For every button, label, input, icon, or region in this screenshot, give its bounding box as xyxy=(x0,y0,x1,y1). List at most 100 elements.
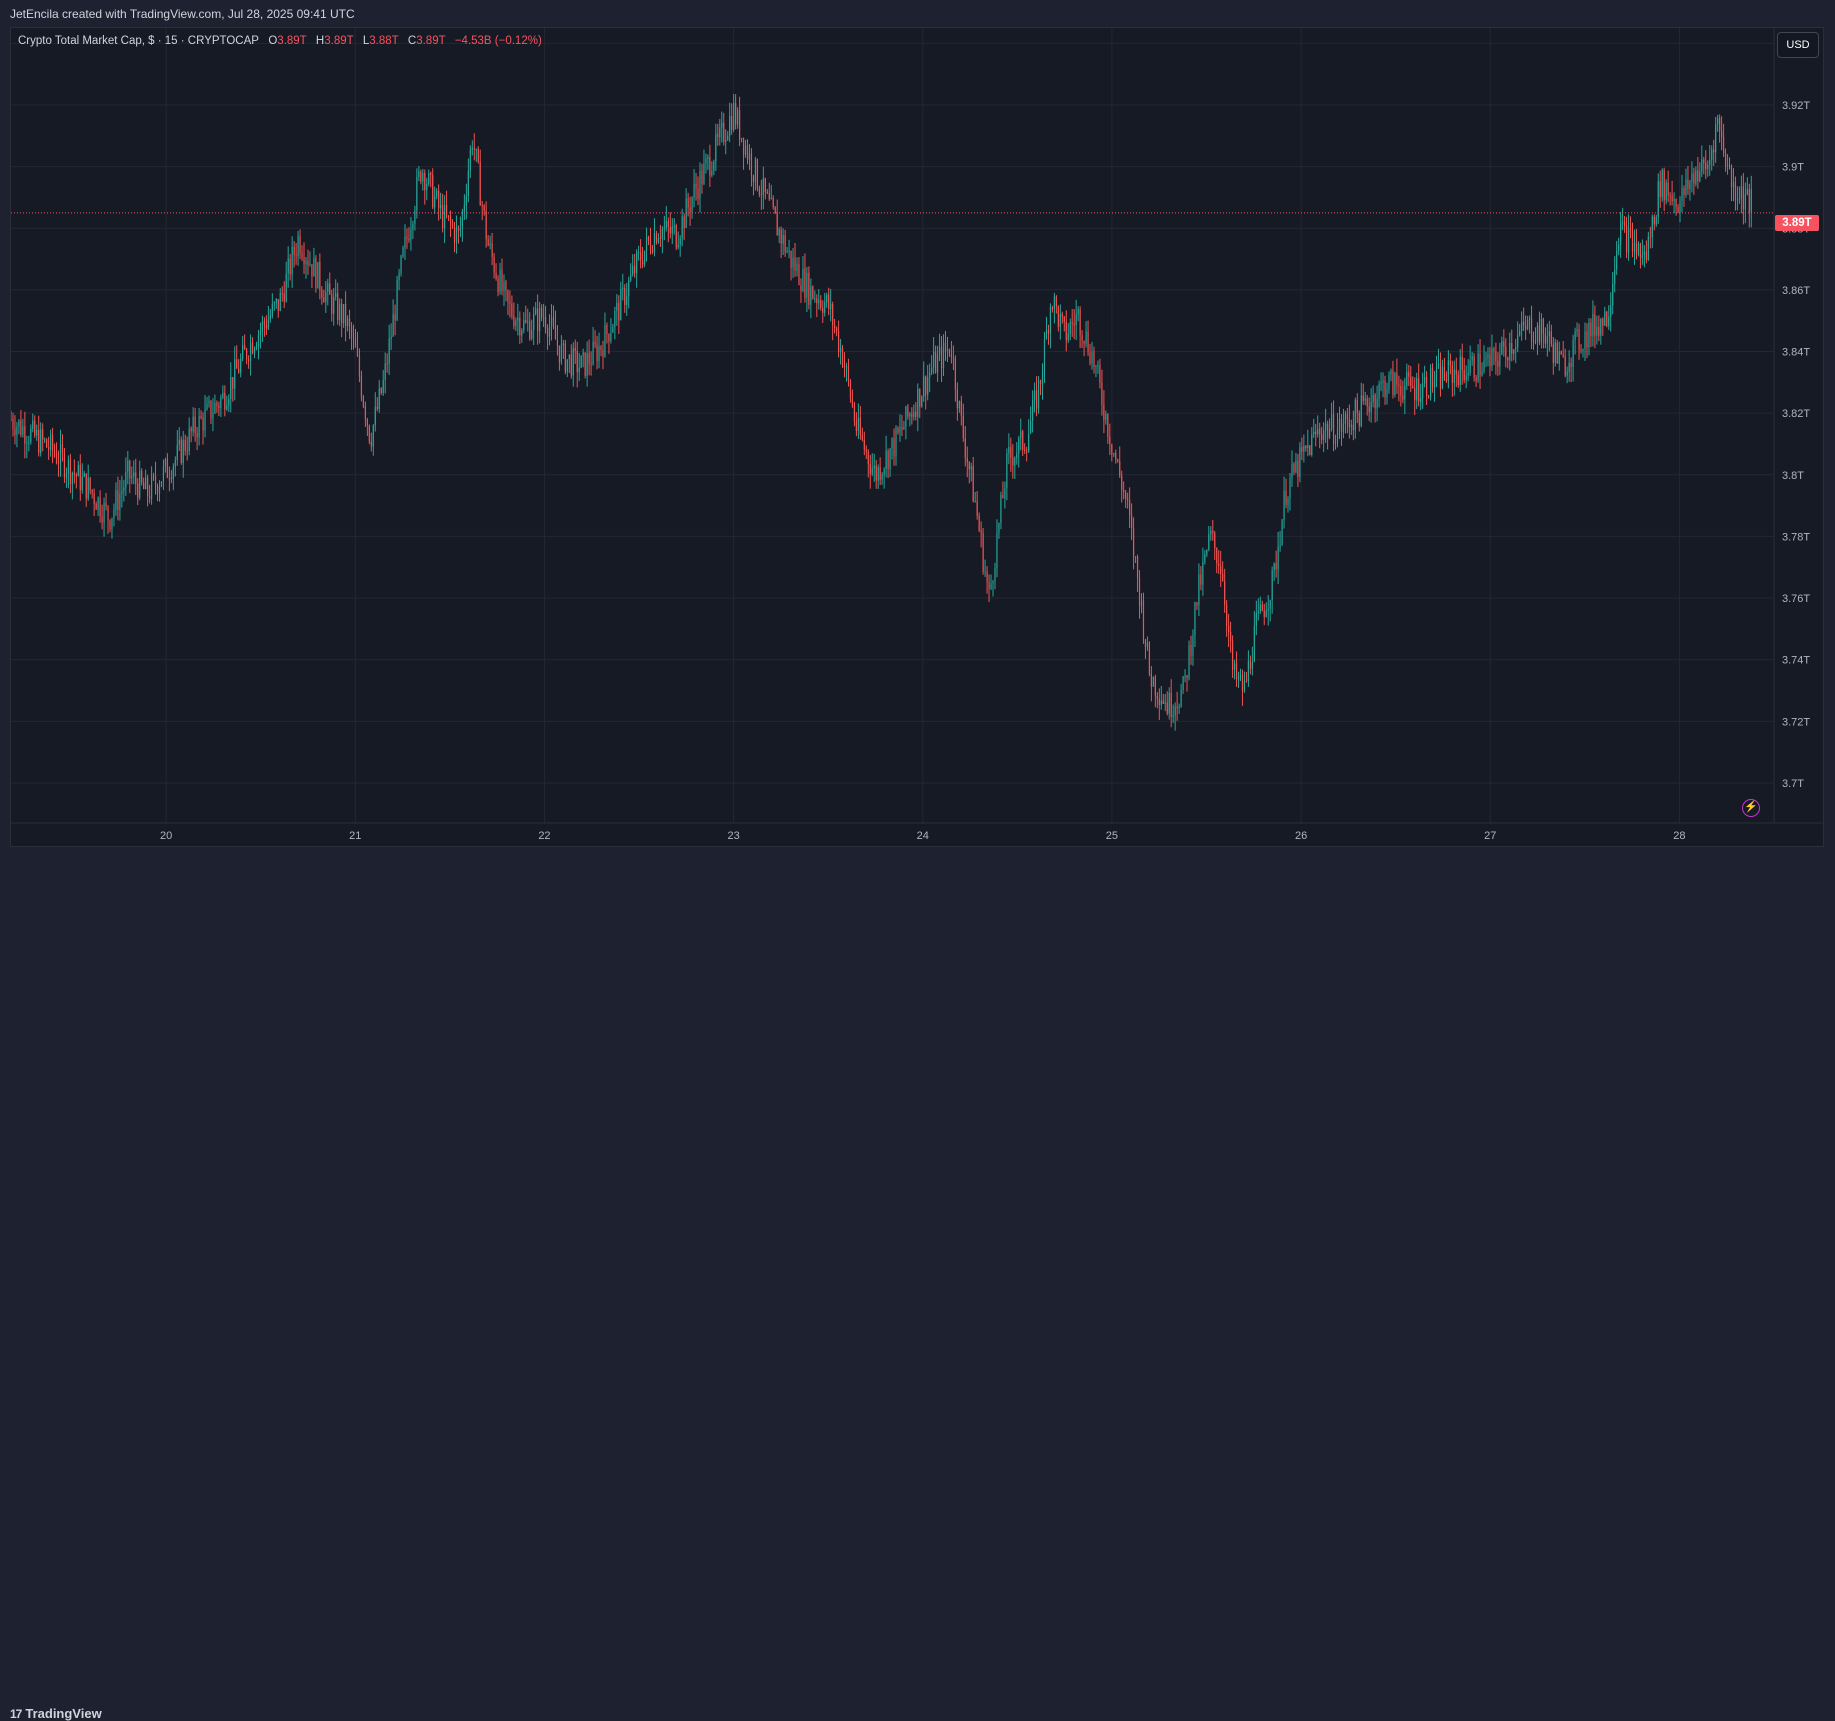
candle-body-up xyxy=(845,366,848,368)
candle-body-up xyxy=(1000,495,1002,523)
candle-body-down xyxy=(1552,344,1554,363)
candle-body-down xyxy=(618,302,620,321)
candle-body-down xyxy=(180,439,182,463)
candle-body-down xyxy=(911,414,913,417)
candle-body-down xyxy=(863,439,865,450)
candle-body-down xyxy=(1035,390,1038,409)
candle-body-up xyxy=(65,473,68,478)
candle-body-down xyxy=(1022,431,1024,450)
candle-body-up xyxy=(26,442,28,444)
candle-body-up xyxy=(1307,445,1309,449)
candle-body-up xyxy=(921,396,923,407)
candle-body-up xyxy=(1095,365,1097,367)
candle-body-down xyxy=(639,251,642,261)
candle-body-up xyxy=(103,502,105,523)
candle-body-down xyxy=(348,318,351,327)
candle-body-down xyxy=(1475,377,1477,381)
candle-body-down xyxy=(501,269,503,292)
candle-body-up xyxy=(1336,428,1339,443)
candle-body-up xyxy=(222,392,224,398)
candle-body-down xyxy=(1315,431,1317,435)
candle-body-up xyxy=(1251,661,1253,669)
candle-body-down xyxy=(1228,625,1230,632)
candle-body-up xyxy=(1711,149,1713,160)
candle-body-down xyxy=(1111,444,1113,455)
candle-body-down xyxy=(1721,131,1723,137)
candle-body-up xyxy=(1233,663,1236,670)
candle-body-down xyxy=(186,450,188,452)
candle-body-down xyxy=(166,459,169,478)
candle-body-up xyxy=(499,269,501,293)
candle-body-up xyxy=(131,476,133,479)
candle-body-up xyxy=(416,176,418,211)
candle-body-up xyxy=(1534,341,1537,343)
candle-body-up xyxy=(1091,351,1093,364)
candle-body-down xyxy=(1156,695,1158,699)
candle-body-up xyxy=(839,347,842,353)
candle-body-down xyxy=(944,342,947,351)
candle-body-up xyxy=(1469,360,1471,374)
candle-body-down xyxy=(1675,198,1677,208)
candle-body-up xyxy=(881,474,883,480)
candle-body-up xyxy=(1289,478,1291,499)
candle-body-down xyxy=(915,411,917,417)
candle-body-up xyxy=(1204,554,1206,562)
candle-body-up xyxy=(818,300,820,304)
candle-body-up xyxy=(121,490,123,494)
candle-body-down xyxy=(1625,225,1628,253)
candle-body-down xyxy=(1586,331,1588,348)
candle-body-down xyxy=(962,415,964,438)
candle-body-up xyxy=(1424,376,1426,384)
candle-body-down xyxy=(1412,386,1414,389)
candle-body-down xyxy=(1560,351,1562,355)
currency-button[interactable]: USD xyxy=(1777,32,1819,58)
candle-body-down xyxy=(73,472,75,475)
candle-body-down xyxy=(675,225,677,248)
candle-body-down xyxy=(360,376,363,398)
symbol-name[interactable]: Crypto Total Market Cap, $ · 15 · CRYPTO… xyxy=(18,35,259,47)
chart-frame[interactable]: 3.7T 3.72T 3.74T 3.76T 3.78T 3.8T 3.82T 3.84T 3.… xyxy=(10,27,1824,847)
candle-body-down xyxy=(1162,700,1164,704)
candle-body-up xyxy=(1277,546,1279,570)
candle-body-up xyxy=(1160,700,1162,705)
candle-body-up xyxy=(400,256,402,274)
candle-body-down xyxy=(687,198,689,208)
lightning-icon[interactable]: ⚡ xyxy=(1742,799,1760,817)
candle-body-down xyxy=(697,188,699,199)
candle-body-up xyxy=(1740,186,1743,200)
high-label: H xyxy=(315,35,325,47)
candle-body-up xyxy=(1422,383,1424,398)
candle-body-down xyxy=(137,483,139,498)
candle-body-down xyxy=(1297,460,1299,478)
candlestick-chart[interactable]: 3.7T 3.72T 3.74T 3.76T 3.78T 3.8T 3.82T 3.84T 3.… xyxy=(11,28,1824,847)
candle-body-up xyxy=(313,257,315,277)
candle-body-up xyxy=(1113,453,1115,455)
candle-body-up xyxy=(422,173,424,182)
candle-body-up xyxy=(164,459,167,467)
candle-body-up xyxy=(636,252,638,274)
candle-body-up xyxy=(715,133,717,162)
candle-body-down xyxy=(1190,644,1192,656)
candle-body-up xyxy=(1738,199,1741,201)
candle-body-up xyxy=(178,439,180,445)
candle-body-down xyxy=(1550,331,1552,345)
x-tick-label: 28 xyxy=(1673,830,1685,842)
candle-body-down xyxy=(57,462,60,464)
low-value: 3.88T xyxy=(369,35,399,47)
candle-body-up xyxy=(566,359,568,372)
candle-body-up xyxy=(1323,430,1325,440)
candle-body-down xyxy=(1606,311,1608,327)
candle-body-down xyxy=(477,148,479,162)
candle-body-up xyxy=(1584,331,1586,349)
candle-body-up xyxy=(582,352,584,356)
candle-body-up xyxy=(891,438,893,449)
candle-body-up xyxy=(1206,549,1208,555)
candle-body-up xyxy=(22,426,24,435)
symbol-legend[interactable]: Crypto Total Market Cap, $ · 15 · CRYPTO… xyxy=(18,35,548,47)
candle-body-down xyxy=(1629,228,1632,233)
candle-body-up xyxy=(271,303,273,316)
last-price-tag: 3.89T xyxy=(1775,215,1819,231)
candle-body-down xyxy=(1301,447,1303,452)
tradingview-logo-icon[interactable]: 17 TradingView xyxy=(10,1706,102,1721)
y-tick-label: 3.74T xyxy=(1782,655,1810,667)
